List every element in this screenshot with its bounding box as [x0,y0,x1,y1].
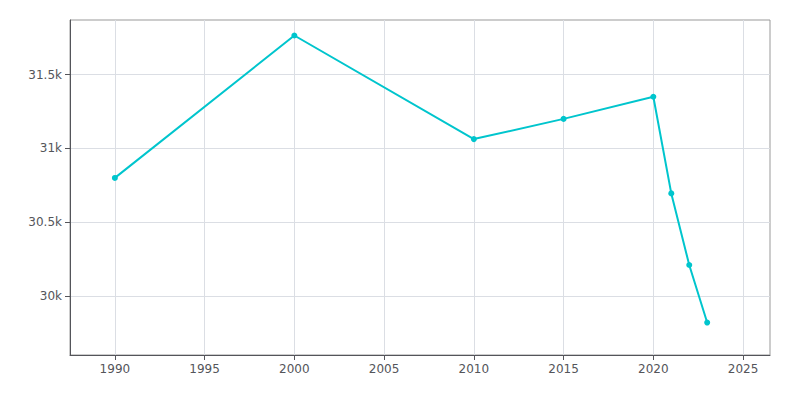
svg-text:2025: 2025 [728,362,759,376]
svg-text:31.5k: 31.5k [28,68,62,82]
svg-text:2015: 2015 [548,362,579,376]
svg-text:1995: 1995 [189,362,220,376]
svg-text:2000: 2000 [279,362,310,376]
svg-text:2020: 2020 [638,362,669,376]
svg-text:31k: 31k [40,141,62,155]
svg-text:2005: 2005 [369,362,400,376]
svg-text:30k: 30k [40,289,62,303]
svg-text:2010: 2010 [459,362,490,376]
svg-text:1990: 1990 [100,362,131,376]
svg-text:30.5k: 30.5k [28,215,62,229]
